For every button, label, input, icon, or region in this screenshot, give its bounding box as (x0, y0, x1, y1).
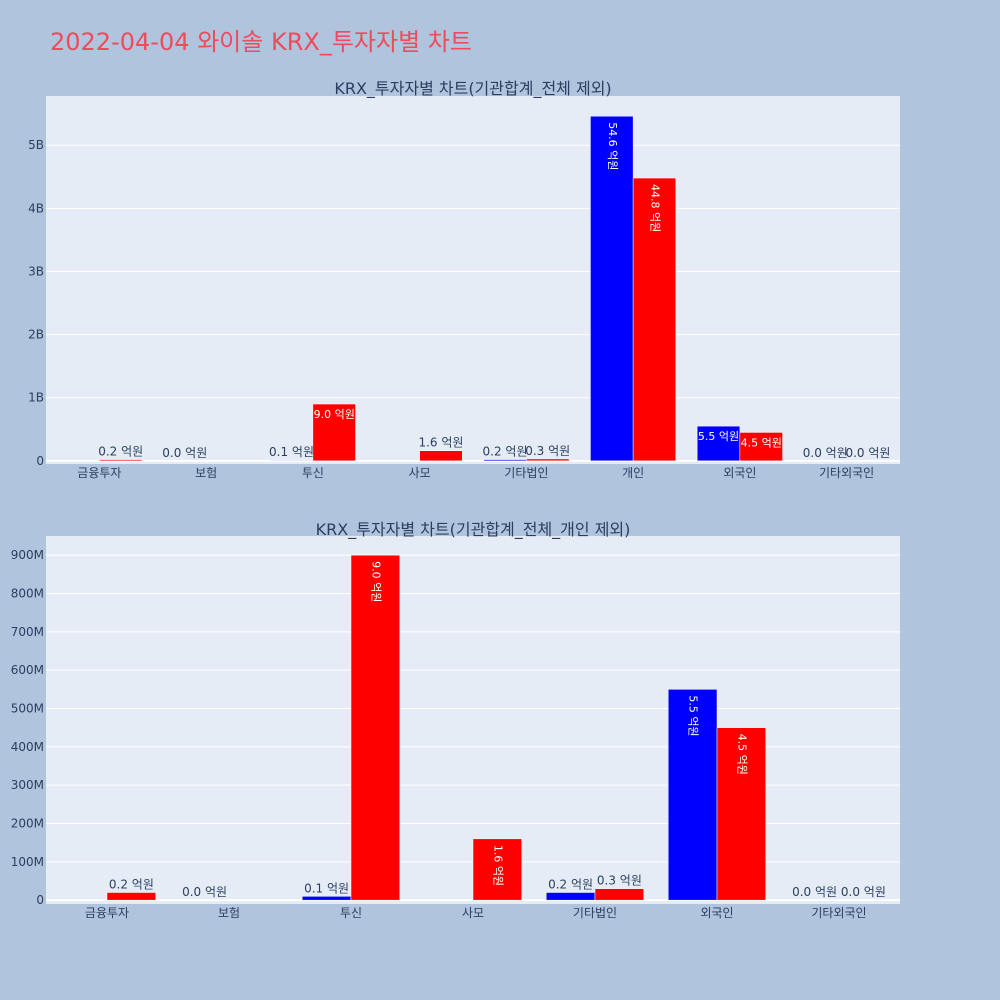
bar-sell (632, 177, 677, 462)
data-label: 0.0 억원 (803, 446, 848, 460)
y-tick-label: 300M (11, 778, 44, 792)
plot-area (46, 96, 900, 464)
y-tick-label: 2B (28, 328, 44, 342)
bar-sell (312, 403, 356, 462)
bar-buy (696, 425, 741, 462)
data-label: 0.2 억원 (98, 445, 143, 459)
data-label: 0.1 억원 (269, 445, 314, 459)
bar-buy (545, 892, 596, 901)
bar-sell (526, 458, 570, 462)
chart-title: KRX_투자자별 차트(기관합계_전체 제외) (334, 79, 611, 99)
data-label: 44.8 억원 (648, 184, 661, 232)
data-label: 4.5 억원 (735, 734, 748, 775)
data-label: 0.3 억원 (525, 444, 570, 458)
y-tick-label: 5B (28, 138, 44, 152)
data-label: 0.0 억원 (845, 446, 890, 460)
y-tick-label: 800M (11, 587, 44, 601)
y-tick-label: 4B (28, 201, 44, 215)
chart-bottom: 0 100M 200M 300M 400M 500M 600M 700M 800M 900M KRX… (11, 520, 900, 920)
y-tick-label: 600M (11, 663, 44, 677)
bar-sell (419, 450, 463, 462)
bar-sell (594, 888, 645, 901)
data-label: 0.3 억원 (597, 874, 642, 888)
bar-sell (716, 727, 767, 901)
bar-sell (350, 554, 401, 901)
bar-buy (269, 459, 314, 462)
x-tick-label: 보험 (218, 906, 240, 920)
data-label: 4.5 억원 (741, 436, 782, 449)
bar-buy (301, 896, 352, 901)
x-tick-label: 사모 (462, 906, 484, 920)
x-tick-label: 기타법인 (573, 906, 617, 920)
data-label: 0.1 억원 (304, 881, 349, 895)
y-tick-label: 500M (11, 702, 44, 716)
bar-sell (106, 892, 157, 901)
bar-sell (739, 432, 783, 462)
data-label: 5.5 억원 (698, 430, 739, 443)
data-label: 0.0 억원 (182, 885, 227, 899)
chart-top: 0 1B 2B 3B 4B 5B KRX_투자자별 차트(기관합계_전체 제외) 금융투자 0.… (28, 79, 900, 480)
y-tick-label: 1B (28, 391, 44, 405)
x-tick-label: 외국인 (700, 906, 733, 920)
data-label: 0.2 억원 (109, 878, 154, 892)
bar-sell (99, 459, 143, 462)
data-label: 9.0 억원 (314, 408, 355, 421)
x-tick-label: 개인 (622, 466, 644, 480)
data-label: 54.6 억원 (606, 122, 619, 170)
data-label: 1.6 억원 (491, 845, 504, 886)
y-tick-label: 100M (11, 855, 44, 869)
bar-buy (483, 459, 527, 462)
y-tick-label: 0 (36, 454, 44, 468)
y-tick-label: 700M (11, 625, 44, 639)
y-tick-label: 400M (11, 740, 44, 754)
data-label: 5.5 억원 (687, 695, 700, 736)
data-label: 0.0 억원 (162, 446, 207, 460)
data-label: 0.2 억원 (548, 878, 593, 892)
data-label: 1.6 억원 (418, 436, 463, 450)
chart-title: KRX_투자자별 차트(기관합계_전체_개인 제외) (316, 520, 631, 540)
y-tick-label: 200M (11, 817, 44, 831)
x-tick-label: 투신 (302, 466, 324, 480)
x-tick-label: 금융투자 (77, 466, 121, 480)
x-tick-label: 사모 (409, 466, 431, 480)
x-tick-label: 금융투자 (85, 906, 129, 920)
page-title: 2022-04-04 와이솔 KRX_투자자별 차트 (50, 28, 472, 56)
x-tick-label: 투신 (340, 906, 362, 920)
x-tick-label: 기타외국인 (811, 906, 866, 920)
y-tick-label: 900M (11, 548, 44, 562)
data-label: 0.0 억원 (792, 885, 837, 899)
bar-buy (667, 689, 718, 901)
x-tick-label: 외국인 (723, 466, 756, 480)
y-tick-label: 3B (28, 264, 44, 278)
x-tick-label: 기타법인 (504, 466, 548, 480)
x-tick-label: 기타외국인 (819, 466, 874, 480)
x-tick-label: 보험 (195, 466, 217, 480)
data-label: 0.0 억원 (841, 885, 886, 899)
y-tick-label: 0 (36, 893, 44, 907)
bar-buy (590, 115, 634, 462)
data-label: 9.0 억원 (369, 561, 382, 602)
bar-sell (472, 838, 523, 901)
data-label: 0.2 억원 (483, 445, 528, 459)
